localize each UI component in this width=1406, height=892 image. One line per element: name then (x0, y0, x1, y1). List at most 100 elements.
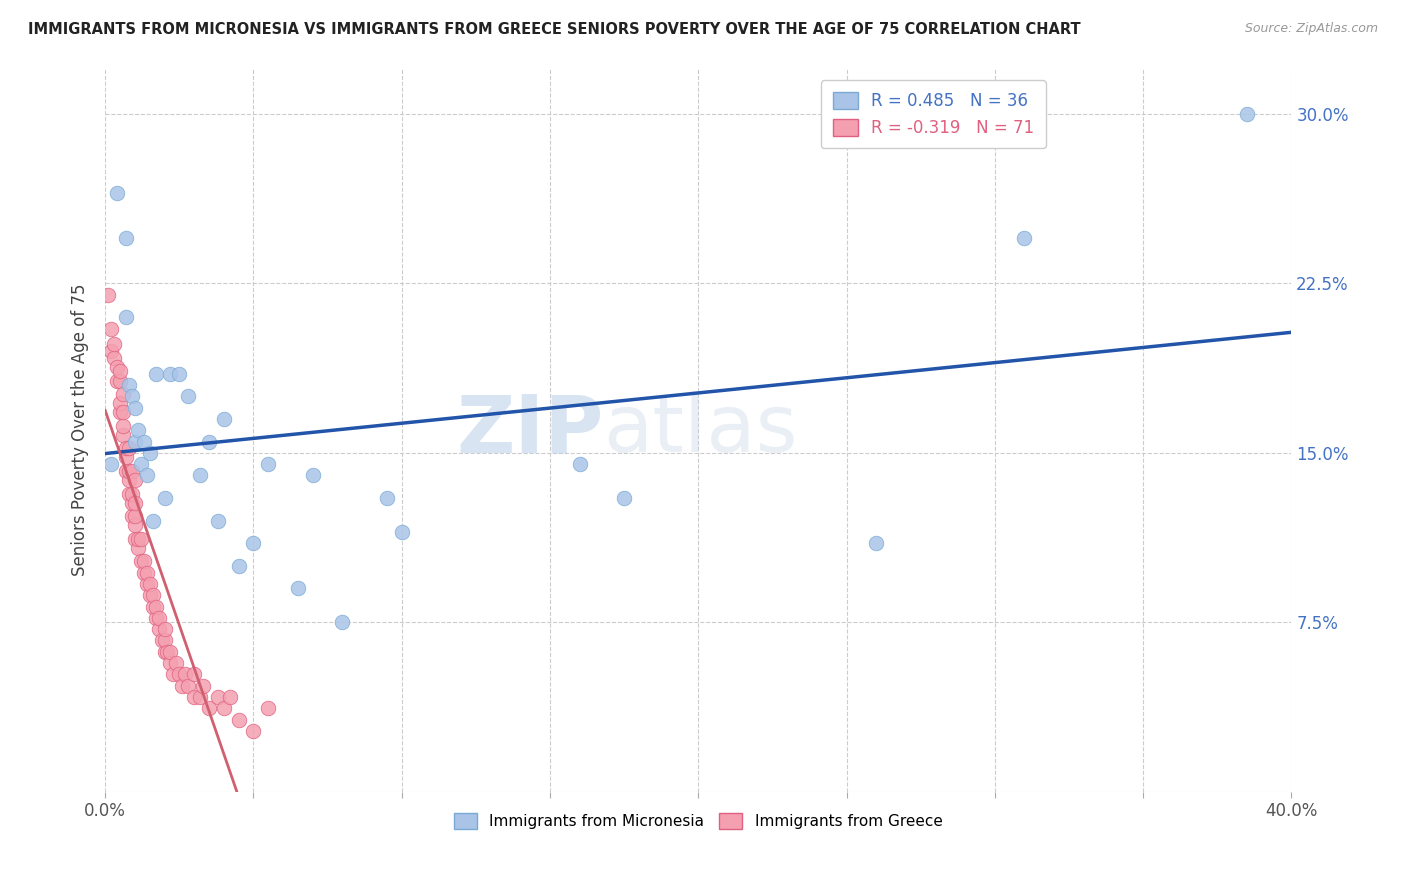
Point (568, 457, 591, 471)
Point (153, 633, 176, 648)
Point (162, 667, 184, 681)
Point (375, 491, 398, 505)
Legend: Immigrants from Micronesia, Immigrants from Greece: Immigrants from Micronesia, Immigrants f… (449, 806, 949, 835)
Point (118, 473, 141, 487)
Point (129, 532, 152, 546)
Point (129, 457, 152, 471)
Point (188, 468, 211, 483)
Point (153, 645, 176, 659)
Point (124, 518, 146, 533)
Point (177, 679, 200, 693)
Point (142, 514, 165, 528)
Point (115, 464, 138, 478)
Point (103, 337, 125, 351)
Point (207, 690, 229, 704)
Point (132, 554, 155, 568)
Point (165, 656, 187, 670)
Point (218, 690, 240, 704)
Point (115, 442, 138, 456)
Point (257, 457, 280, 471)
Point (124, 434, 146, 449)
Point (124, 495, 146, 509)
Point (228, 558, 250, 573)
Point (150, 633, 173, 648)
Point (391, 524, 413, 539)
Point (132, 566, 155, 580)
Point (142, 588, 165, 602)
Point (191, 679, 214, 693)
Point (257, 701, 280, 715)
Point (108, 364, 131, 378)
Point (127, 532, 149, 546)
Point (129, 554, 152, 568)
Point (301, 468, 323, 483)
Point (135, 577, 157, 591)
Point (148, 622, 170, 636)
Point (153, 622, 176, 636)
Point (124, 401, 146, 415)
Point (111, 418, 134, 433)
Point (188, 690, 211, 704)
Point (228, 713, 250, 727)
Point (169, 367, 191, 381)
Point (127, 423, 149, 437)
Point (183, 690, 205, 704)
Point (156, 645, 179, 659)
Point (174, 667, 197, 681)
Point (124, 509, 146, 524)
Point (111, 427, 134, 442)
Point (159, 656, 181, 670)
Point (177, 389, 200, 403)
Point (138, 446, 160, 460)
Point (148, 611, 170, 625)
Point (105, 186, 128, 200)
Point (212, 412, 235, 426)
Point (212, 701, 235, 715)
Point (100, 321, 122, 335)
Point (135, 566, 157, 580)
Point (124, 532, 146, 546)
Point (121, 495, 143, 509)
Point (169, 667, 191, 681)
Point (613, 491, 636, 505)
Point (242, 536, 264, 550)
Point (138, 588, 160, 602)
Point (145, 367, 167, 381)
Point (100, 457, 122, 471)
Point (105, 374, 128, 388)
Point (108, 396, 131, 410)
Point (153, 491, 176, 505)
Point (97, 287, 120, 301)
Point (108, 405, 131, 419)
Point (115, 450, 138, 465)
Point (111, 405, 134, 419)
Point (121, 389, 143, 403)
Point (198, 434, 221, 449)
Text: Source: ZipAtlas.com: Source: ZipAtlas.com (1244, 22, 1378, 36)
Point (159, 645, 181, 659)
Point (121, 486, 143, 500)
Point (1014, 231, 1036, 245)
Text: atlas: atlas (603, 392, 797, 469)
Point (121, 464, 143, 478)
Point (138, 577, 160, 591)
Point (115, 231, 138, 245)
Point (118, 464, 141, 478)
Text: IMMIGRANTS FROM MICRONESIA VS IMMIGRANTS FROM GREECE SENIORS POVERTY OVER THE AG: IMMIGRANTS FROM MICRONESIA VS IMMIGRANTS… (28, 22, 1081, 37)
Point (242, 723, 264, 738)
Point (127, 541, 149, 555)
Point (198, 701, 221, 715)
Point (105, 359, 128, 374)
Point (865, 536, 887, 550)
Point (332, 615, 354, 630)
Point (103, 351, 125, 365)
Point (115, 310, 138, 325)
Point (1236, 107, 1258, 121)
Point (111, 387, 134, 401)
Point (287, 582, 309, 596)
Point (124, 473, 146, 487)
Point (183, 667, 205, 681)
Point (100, 344, 122, 359)
Point (118, 378, 141, 392)
Point (121, 509, 143, 524)
